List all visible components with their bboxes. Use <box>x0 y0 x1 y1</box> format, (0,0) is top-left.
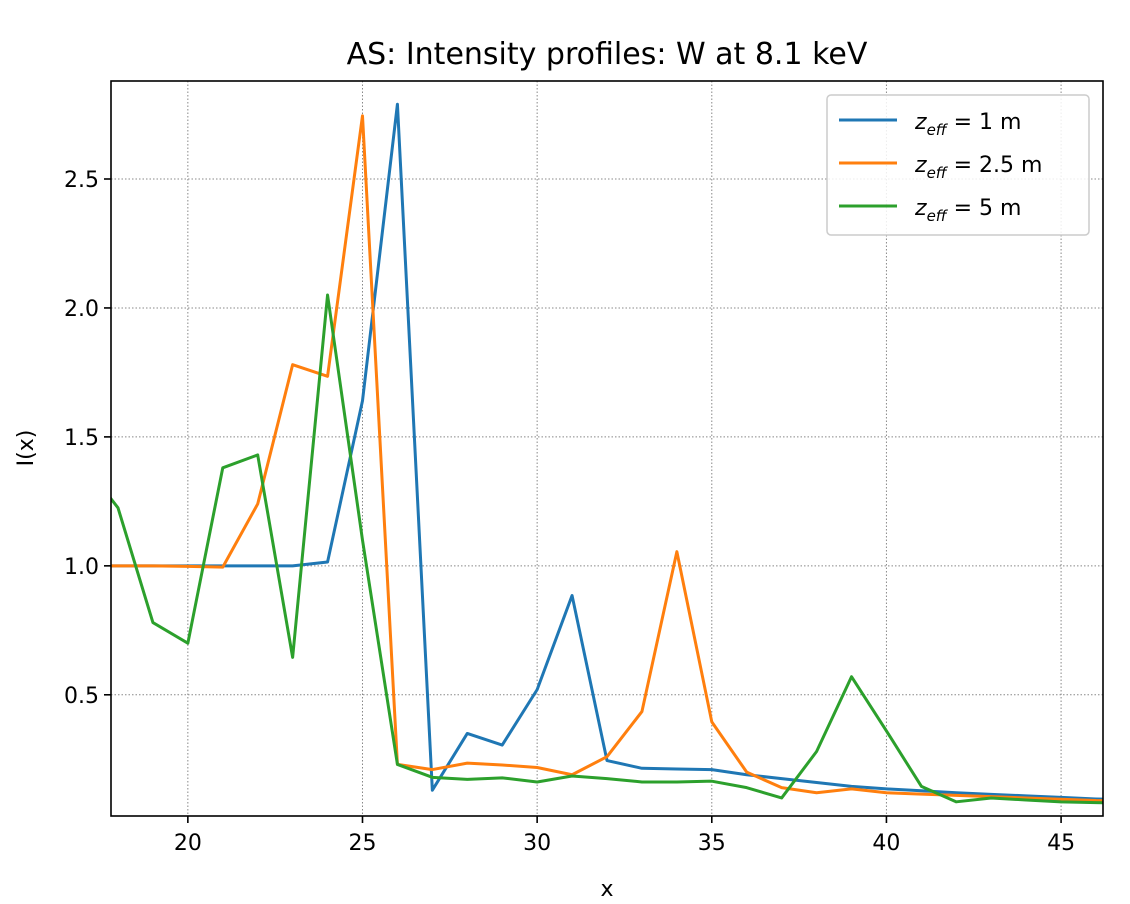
series-line-2 <box>111 114 1103 803</box>
x-tick-label: 45 <box>1047 831 1075 856</box>
x-axis-ticks: 20 25 30 35 40 45 <box>174 816 1075 856</box>
y-axis-ticks: 0.5 1.0 1.5 2.0 2.5 <box>64 168 111 709</box>
legend-box <box>826 94 1090 236</box>
y-tick-label: 2.0 <box>64 297 99 322</box>
plot-frame <box>110 80 1104 817</box>
x-tick-label: 25 <box>348 831 376 856</box>
x-tick-label: 40 <box>872 831 900 856</box>
x-tick-label: 30 <box>523 831 551 856</box>
y-tick-label: 1.5 <box>64 426 99 451</box>
series-lines <box>111 102 1103 805</box>
y-tick-label: 2.5 <box>64 168 99 193</box>
x-axis-label: x <box>600 877 613 902</box>
y-tick-label: 0.5 <box>64 684 99 709</box>
legend-label: zeff = 2.5 m <box>914 153 1042 182</box>
series-line-1 <box>111 102 1103 801</box>
y-tick-label: 1.0 <box>64 555 99 580</box>
x-tick-label: 20 <box>174 831 202 856</box>
series-line-3 <box>111 293 1103 805</box>
x-tick-label: 35 <box>698 831 726 856</box>
y-axis-label: I(x) <box>14 430 39 467</box>
legend-label: zeff = 1 m <box>914 110 1021 139</box>
legend: zeff = 1 m zeff = 2.5 m zeff = 5 m <box>826 94 1090 236</box>
legend-label: zeff = 5 m <box>914 196 1021 225</box>
chart-title: AS: Intensity profiles: W at 8.1 keV <box>347 37 868 72</box>
